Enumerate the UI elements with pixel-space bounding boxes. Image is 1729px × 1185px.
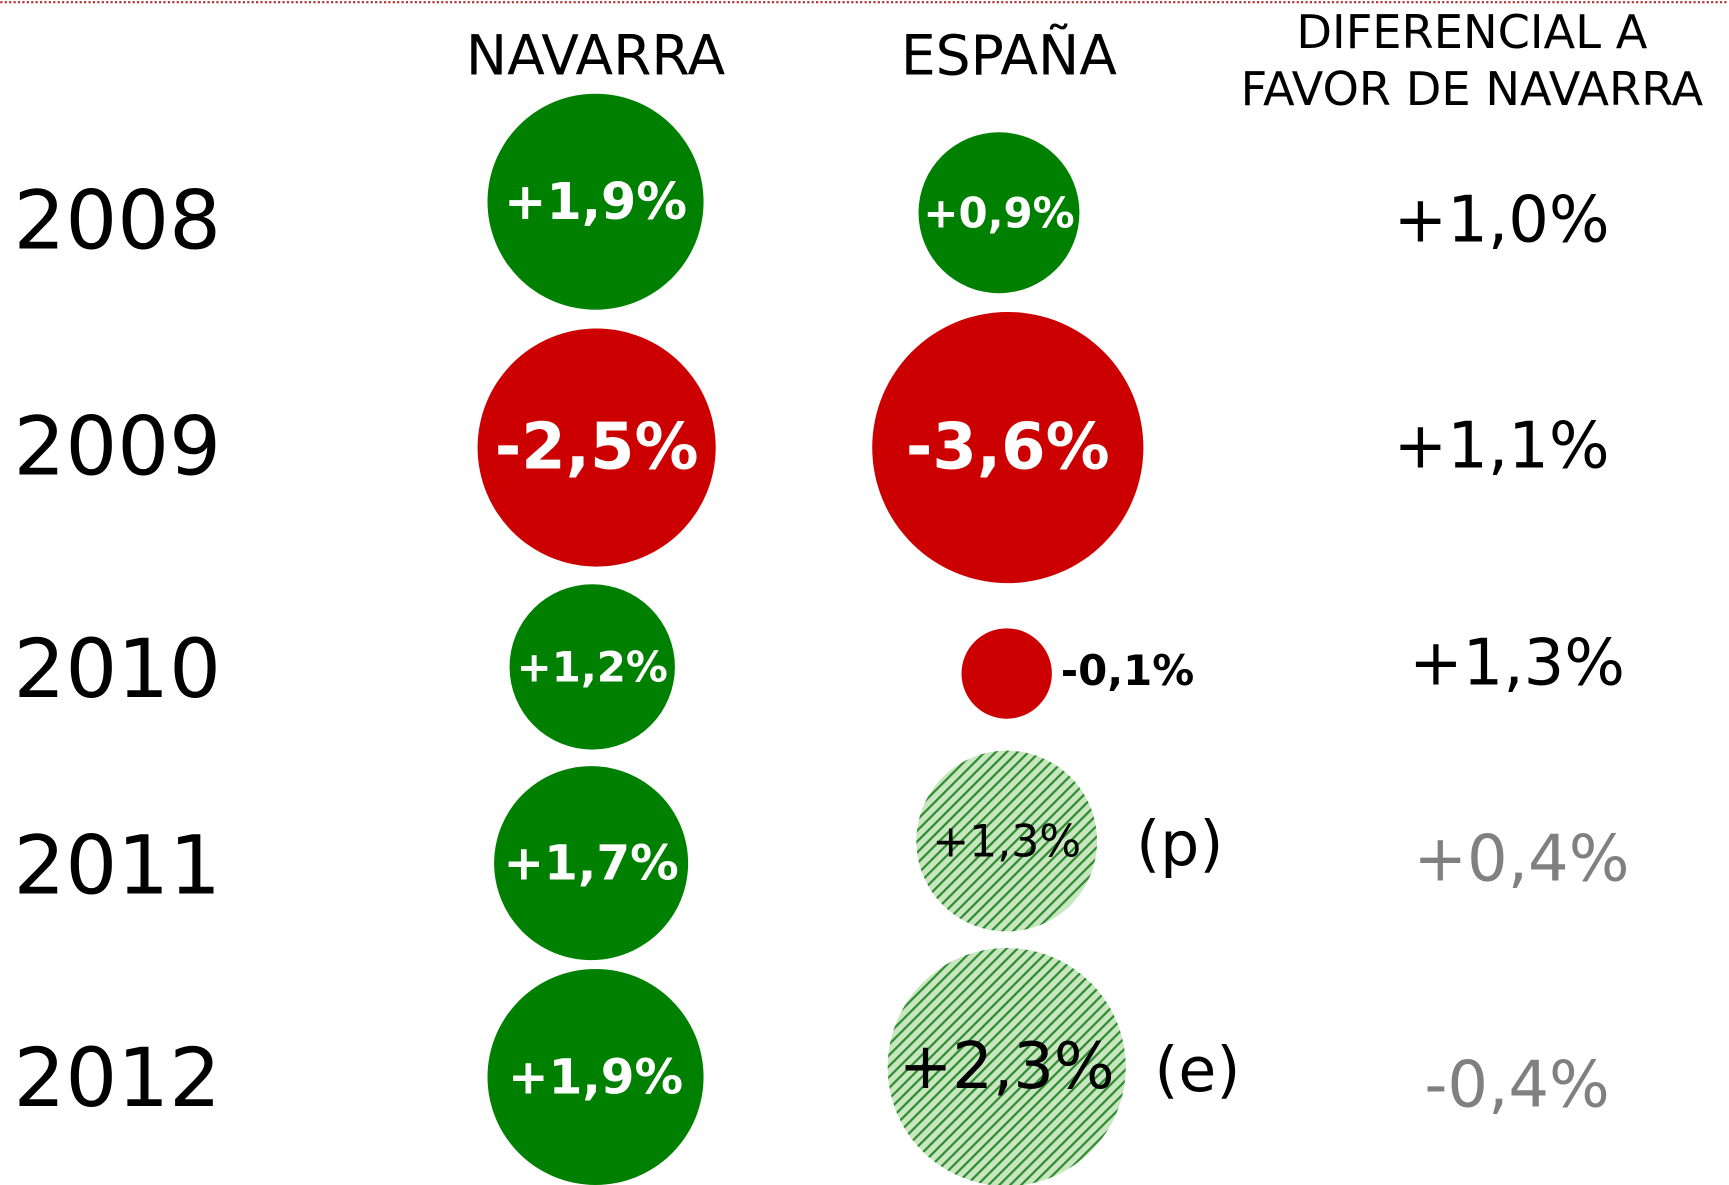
header-espana: ESPAÑA: [901, 24, 1117, 88]
year-label: 2008: [14, 173, 222, 268]
navarra-bubble: [494, 766, 689, 961]
navarra-bubble: [509, 584, 675, 750]
diff-value: +1,1%: [1394, 409, 1610, 483]
navarra-value: -2,5%: [495, 410, 699, 484]
navarra-bubble: [487, 93, 704, 310]
diff-value: +0,4%: [1414, 823, 1630, 897]
navarra-bubble: [487, 968, 704, 1185]
year-label: 2010: [14, 622, 222, 717]
espana-value: -0,1%: [1061, 646, 1195, 695]
diff-value: -0,4%: [1424, 1049, 1609, 1123]
espana-bubble: [872, 311, 1144, 584]
year-label: 2009: [14, 399, 222, 494]
espana-note: (e): [1154, 1034, 1240, 1106]
espana-value: +0,9%: [923, 189, 1074, 238]
year-label: 2011: [14, 818, 222, 913]
espana-bubble: [887, 948, 1126, 1185]
year-label: 2012: [14, 1031, 222, 1126]
header-navarra: NAVARRA: [466, 24, 726, 88]
espana-bubble: [961, 628, 1052, 719]
espana-bubble: [918, 132, 1080, 294]
espana-value: +2,3%: [899, 1030, 1115, 1104]
navarra-bubble: [477, 328, 716, 567]
diff-value: +1,0%: [1394, 183, 1610, 257]
espana-note: (p): [1136, 808, 1223, 880]
header-diff: DIFERENCIAL A: [1296, 5, 1647, 59]
navarra-value: +1,2%: [517, 643, 668, 692]
espana-bubble: [916, 750, 1098, 932]
navarra-value: +1,7%: [504, 835, 679, 891]
navarra-value: +1,9%: [508, 1049, 683, 1105]
espana-value: +1,3%: [932, 816, 1081, 867]
diff-value: +1,3%: [1409, 626, 1625, 700]
header-diff: FAVOR DE NAVARRA: [1241, 62, 1704, 116]
espana-value: -3,6%: [906, 410, 1110, 484]
rows: 2008 +1,9% +0,9% +1,0% 2009 -2,5% -3,6% +1,1% 20…: [14, 93, 1630, 1185]
navarra-value: +1,9%: [504, 172, 687, 231]
